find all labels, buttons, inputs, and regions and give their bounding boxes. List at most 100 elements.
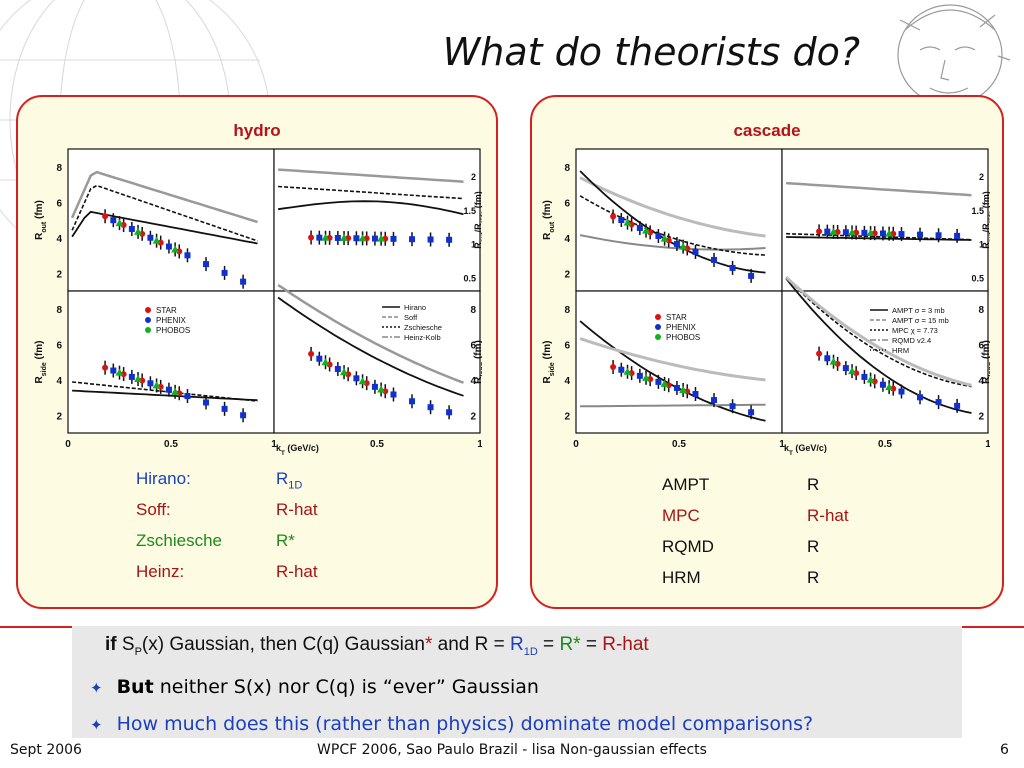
bullet-star-icon: ✦ bbox=[90, 716, 103, 734]
data-point-phenix bbox=[165, 243, 172, 250]
hydro-title: hydro bbox=[233, 121, 281, 140]
data-point-phobos bbox=[866, 375, 875, 383]
legend-entry: Zschiesche bbox=[404, 323, 442, 332]
model-curve bbox=[579, 337, 766, 382]
data-point-phenix bbox=[165, 386, 172, 393]
x-tick-label: 0.5 bbox=[164, 439, 178, 450]
data-point-phenix bbox=[711, 397, 718, 404]
data-point-phobos bbox=[115, 219, 124, 227]
y-tick-label: 2 bbox=[470, 411, 476, 422]
data-point-phobos bbox=[642, 226, 651, 234]
data-point-phobos bbox=[171, 387, 180, 395]
data-point-phenix bbox=[618, 217, 625, 223]
legend-entry: RQMD v2.4 bbox=[892, 336, 931, 345]
data-point-phenix bbox=[371, 383, 378, 390]
data-point-phobos bbox=[848, 228, 857, 236]
y-tick-label: 2 bbox=[56, 411, 62, 422]
data-point-phenix bbox=[147, 380, 154, 387]
model-curve bbox=[72, 389, 258, 402]
data-point-phobos bbox=[829, 227, 838, 235]
legend-entry: AMPT σ = 3 mb bbox=[892, 306, 945, 315]
y-tick-label: 2 bbox=[56, 269, 62, 280]
data-point-phenix bbox=[935, 232, 942, 239]
data-point-phobos bbox=[848, 367, 857, 375]
x-axis-label: kT (GeV/c) bbox=[276, 443, 319, 457]
data-point-phenix bbox=[842, 365, 849, 372]
data-point-phenix bbox=[673, 240, 680, 247]
data-point-phenix bbox=[409, 236, 416, 243]
y-tick-label: 1.5 bbox=[463, 206, 476, 216]
plot-subpanel bbox=[273, 290, 481, 434]
model-curve bbox=[277, 283, 464, 384]
model-curve bbox=[579, 195, 766, 256]
legend-marker bbox=[145, 327, 151, 333]
y-tick-label: 6 bbox=[978, 340, 984, 351]
x-tick-label: 1 bbox=[779, 439, 785, 450]
legend-value: R-hat bbox=[276, 562, 318, 581]
data-point-phenix bbox=[390, 391, 397, 398]
data-point-phenix bbox=[110, 367, 117, 374]
y-tick-label: 6 bbox=[56, 340, 62, 351]
model-curve bbox=[786, 236, 972, 241]
legend-entry: STAR bbox=[156, 306, 177, 315]
model-curve bbox=[277, 296, 464, 397]
y-tick-label: 4 bbox=[470, 376, 476, 387]
legend-entry: PHOBOS bbox=[156, 326, 190, 335]
plot-subpanel bbox=[781, 148, 989, 292]
y-tick-label: 4 bbox=[56, 234, 62, 245]
footer-date: Sept 2006 bbox=[10, 742, 82, 758]
y-tick-label: 2 bbox=[471, 172, 476, 182]
y-tick-label: 4 bbox=[564, 376, 570, 387]
data-point-phenix bbox=[879, 381, 886, 388]
data-point-phenix bbox=[935, 399, 942, 406]
model-curve bbox=[70, 170, 258, 224]
legend-name: Heinz: bbox=[136, 562, 185, 581]
y-axis-label-ratio: Rout/Rside (fm) bbox=[473, 191, 482, 248]
r1d-term: R1D bbox=[509, 634, 538, 658]
data-point-phenix bbox=[898, 388, 905, 395]
data-point-star bbox=[610, 364, 617, 371]
data-point-phobos bbox=[321, 358, 330, 366]
y-tick-label: 2 bbox=[978, 411, 984, 422]
data-point-phobos bbox=[660, 379, 669, 387]
cascade-title: cascade bbox=[733, 121, 801, 140]
x-tick-label: 1 bbox=[477, 439, 482, 450]
data-point-star bbox=[363, 380, 370, 387]
data-point-phenix bbox=[334, 365, 341, 372]
y-tick-label: 4 bbox=[978, 376, 984, 387]
data-point-star bbox=[308, 234, 315, 241]
data-point-phenix bbox=[842, 229, 849, 236]
legend-value: R bbox=[807, 537, 820, 556]
y-tick-label: 4 bbox=[564, 234, 570, 245]
data-point-phobos bbox=[340, 234, 349, 242]
data-point-phenix bbox=[861, 229, 868, 236]
legend-marker bbox=[145, 307, 151, 313]
data-point-phenix bbox=[427, 236, 434, 243]
data-point-phenix bbox=[446, 236, 453, 243]
y-axis-label-rout: Rout (fm) bbox=[34, 200, 48, 240]
gaussian-statement: if SP(x) Gaussian, then C(q) Gaussian* a… bbox=[105, 634, 649, 658]
legend-entry: Soff bbox=[404, 313, 418, 322]
legend-name: HRM bbox=[662, 568, 701, 587]
data-point-phenix bbox=[861, 373, 868, 380]
data-point-phenix bbox=[748, 272, 755, 279]
model-curve bbox=[71, 184, 258, 242]
data-point-phenix bbox=[824, 228, 831, 235]
y-tick-label: 0.5 bbox=[971, 273, 984, 283]
model-curve bbox=[579, 176, 766, 238]
data-point-phenix bbox=[240, 412, 247, 419]
data-point-star bbox=[816, 228, 823, 235]
data-point-phenix bbox=[334, 234, 341, 241]
y-axis-label-ratio: Rout/Rside (fm) bbox=[981, 191, 990, 248]
x-tick-label: 0.5 bbox=[672, 439, 686, 450]
y-tick-label: 1.5 bbox=[971, 206, 984, 216]
data-point-star bbox=[157, 239, 164, 246]
bottom-text-area bbox=[72, 626, 962, 738]
legend-value: R bbox=[807, 568, 820, 587]
data-point-phenix bbox=[353, 375, 360, 382]
data-point-phenix bbox=[917, 231, 924, 238]
data-point-phenix bbox=[446, 409, 453, 416]
footer-page-number: 6 bbox=[1000, 742, 1009, 758]
y-axis-label-rlong: Rlong (fm) bbox=[473, 340, 482, 384]
